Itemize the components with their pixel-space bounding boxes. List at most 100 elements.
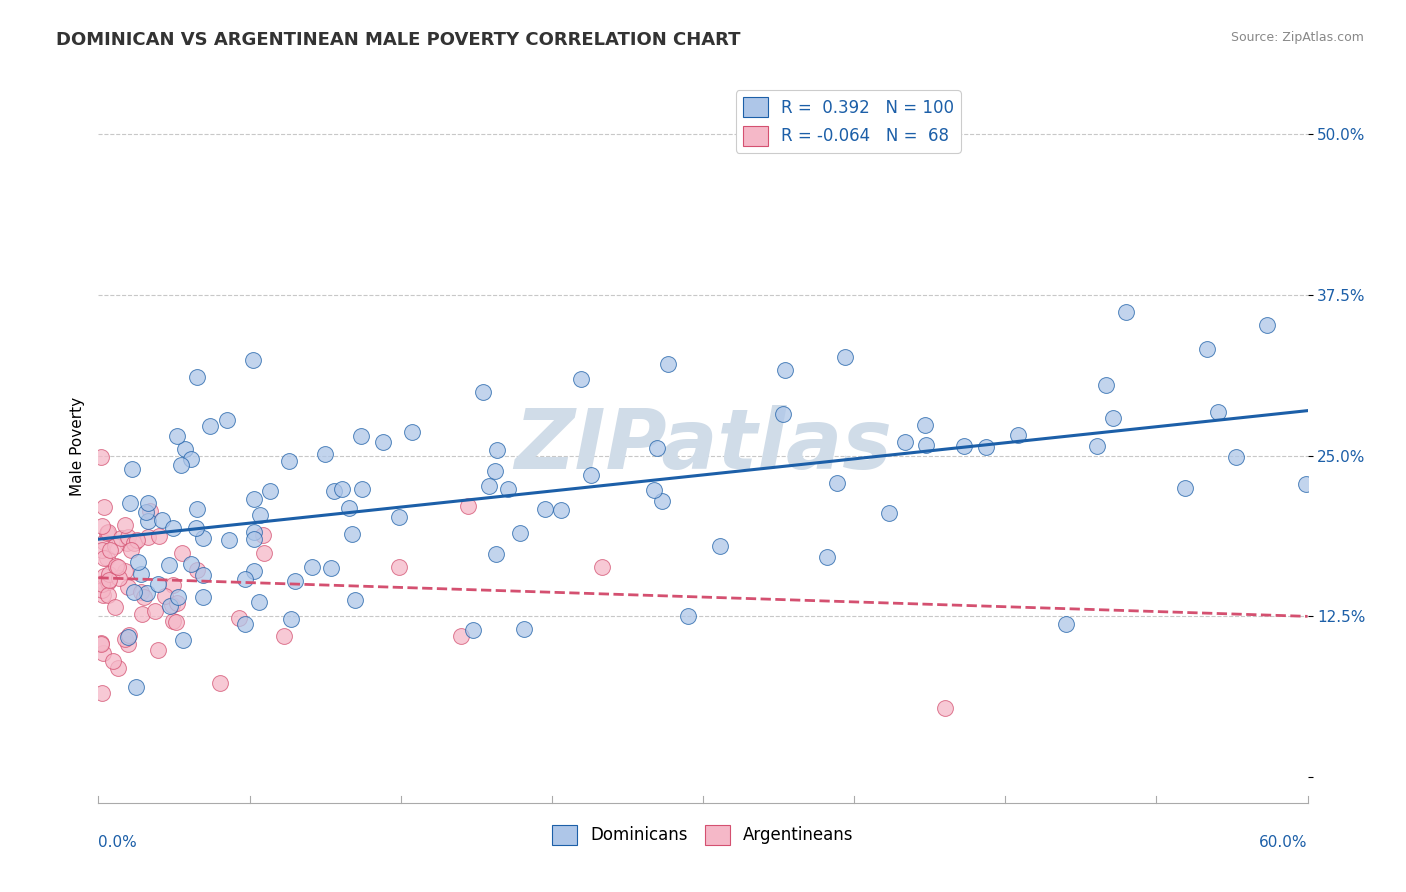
Point xyxy=(278,454,301,468)
Point xyxy=(118,628,141,642)
Point xyxy=(166,596,188,610)
Point xyxy=(96,550,118,565)
Point xyxy=(252,546,274,560)
Point xyxy=(97,573,120,587)
Point xyxy=(773,363,796,377)
Point xyxy=(273,629,295,643)
Point xyxy=(218,533,240,547)
Point xyxy=(249,508,271,522)
Point xyxy=(877,506,900,520)
Point xyxy=(284,574,307,588)
Point xyxy=(160,598,183,612)
Point xyxy=(146,577,169,591)
Point xyxy=(121,462,143,476)
Point xyxy=(657,357,679,371)
Text: Source: ZipAtlas.com: Source: ZipAtlas.com xyxy=(1230,31,1364,45)
Point xyxy=(952,440,974,454)
Point xyxy=(534,501,557,516)
Point xyxy=(215,413,238,427)
Point xyxy=(191,531,214,545)
Point xyxy=(184,521,207,535)
Point xyxy=(579,468,602,483)
Point xyxy=(330,483,353,497)
Point xyxy=(107,660,129,674)
Point xyxy=(90,637,112,651)
Point xyxy=(209,676,232,690)
Point xyxy=(124,536,146,550)
Point xyxy=(129,567,152,582)
Point xyxy=(100,543,122,558)
Point xyxy=(90,636,112,650)
Point xyxy=(1054,617,1077,632)
Point xyxy=(97,525,120,540)
Point xyxy=(91,576,114,591)
Point xyxy=(117,637,139,651)
Point xyxy=(450,629,472,643)
Point xyxy=(148,528,170,542)
Point xyxy=(233,616,256,631)
Point xyxy=(645,441,668,455)
Point xyxy=(91,582,114,597)
Point xyxy=(498,482,520,496)
Point xyxy=(170,546,193,560)
Text: 0.0%: 0.0% xyxy=(98,835,138,850)
Point xyxy=(91,518,114,533)
Point xyxy=(132,590,155,604)
Point xyxy=(834,350,856,364)
Point xyxy=(1087,439,1109,453)
Point xyxy=(162,521,184,535)
Point xyxy=(180,451,202,466)
Point xyxy=(1174,481,1197,495)
Point xyxy=(709,539,731,553)
Point xyxy=(186,502,208,516)
Text: DOMINICAN VS ARGENTINEAN MALE POVERTY CORRELATION CHART: DOMINICAN VS ARGENTINEAN MALE POVERTY CO… xyxy=(56,31,741,49)
Point xyxy=(97,588,120,602)
Point xyxy=(110,531,132,545)
Point xyxy=(484,464,506,478)
Point xyxy=(643,483,665,497)
Point xyxy=(825,475,848,490)
Point xyxy=(93,575,115,590)
Point xyxy=(167,591,190,605)
Point xyxy=(323,484,346,499)
Point xyxy=(90,543,112,558)
Point xyxy=(155,590,177,604)
Point xyxy=(1256,318,1278,332)
Point xyxy=(104,599,127,614)
Point xyxy=(200,419,222,434)
Point xyxy=(242,533,264,547)
Point xyxy=(243,491,266,506)
Point xyxy=(342,527,364,541)
Point xyxy=(105,559,128,574)
Point xyxy=(301,560,323,574)
Point xyxy=(120,496,142,510)
Point xyxy=(974,440,997,454)
Point xyxy=(233,572,256,586)
Point xyxy=(98,567,121,582)
Point xyxy=(186,369,208,384)
Point xyxy=(129,585,152,599)
Point xyxy=(159,599,181,613)
Point xyxy=(478,479,501,493)
Point xyxy=(93,551,115,566)
Point xyxy=(93,500,115,515)
Point xyxy=(373,435,395,450)
Point xyxy=(191,568,214,582)
Point xyxy=(1102,410,1125,425)
Point xyxy=(1295,477,1317,491)
Point xyxy=(228,611,250,625)
Point xyxy=(172,632,194,647)
Point xyxy=(485,442,508,457)
Point xyxy=(509,525,531,540)
Point xyxy=(676,609,699,624)
Point xyxy=(124,680,146,694)
Point xyxy=(139,504,162,518)
Point xyxy=(893,434,915,449)
Point xyxy=(103,539,125,553)
Point xyxy=(96,525,118,540)
Point xyxy=(401,425,423,439)
Point xyxy=(388,509,411,524)
Point xyxy=(314,447,336,461)
Point xyxy=(170,458,193,472)
Point xyxy=(247,595,270,609)
